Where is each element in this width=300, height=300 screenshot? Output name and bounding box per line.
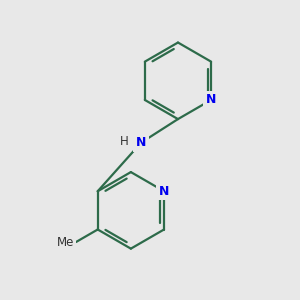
Text: N: N [136, 136, 146, 149]
Text: Me: Me [57, 236, 75, 248]
Text: N: N [206, 93, 216, 106]
Text: H: H [120, 135, 128, 148]
Text: N: N [159, 185, 169, 198]
